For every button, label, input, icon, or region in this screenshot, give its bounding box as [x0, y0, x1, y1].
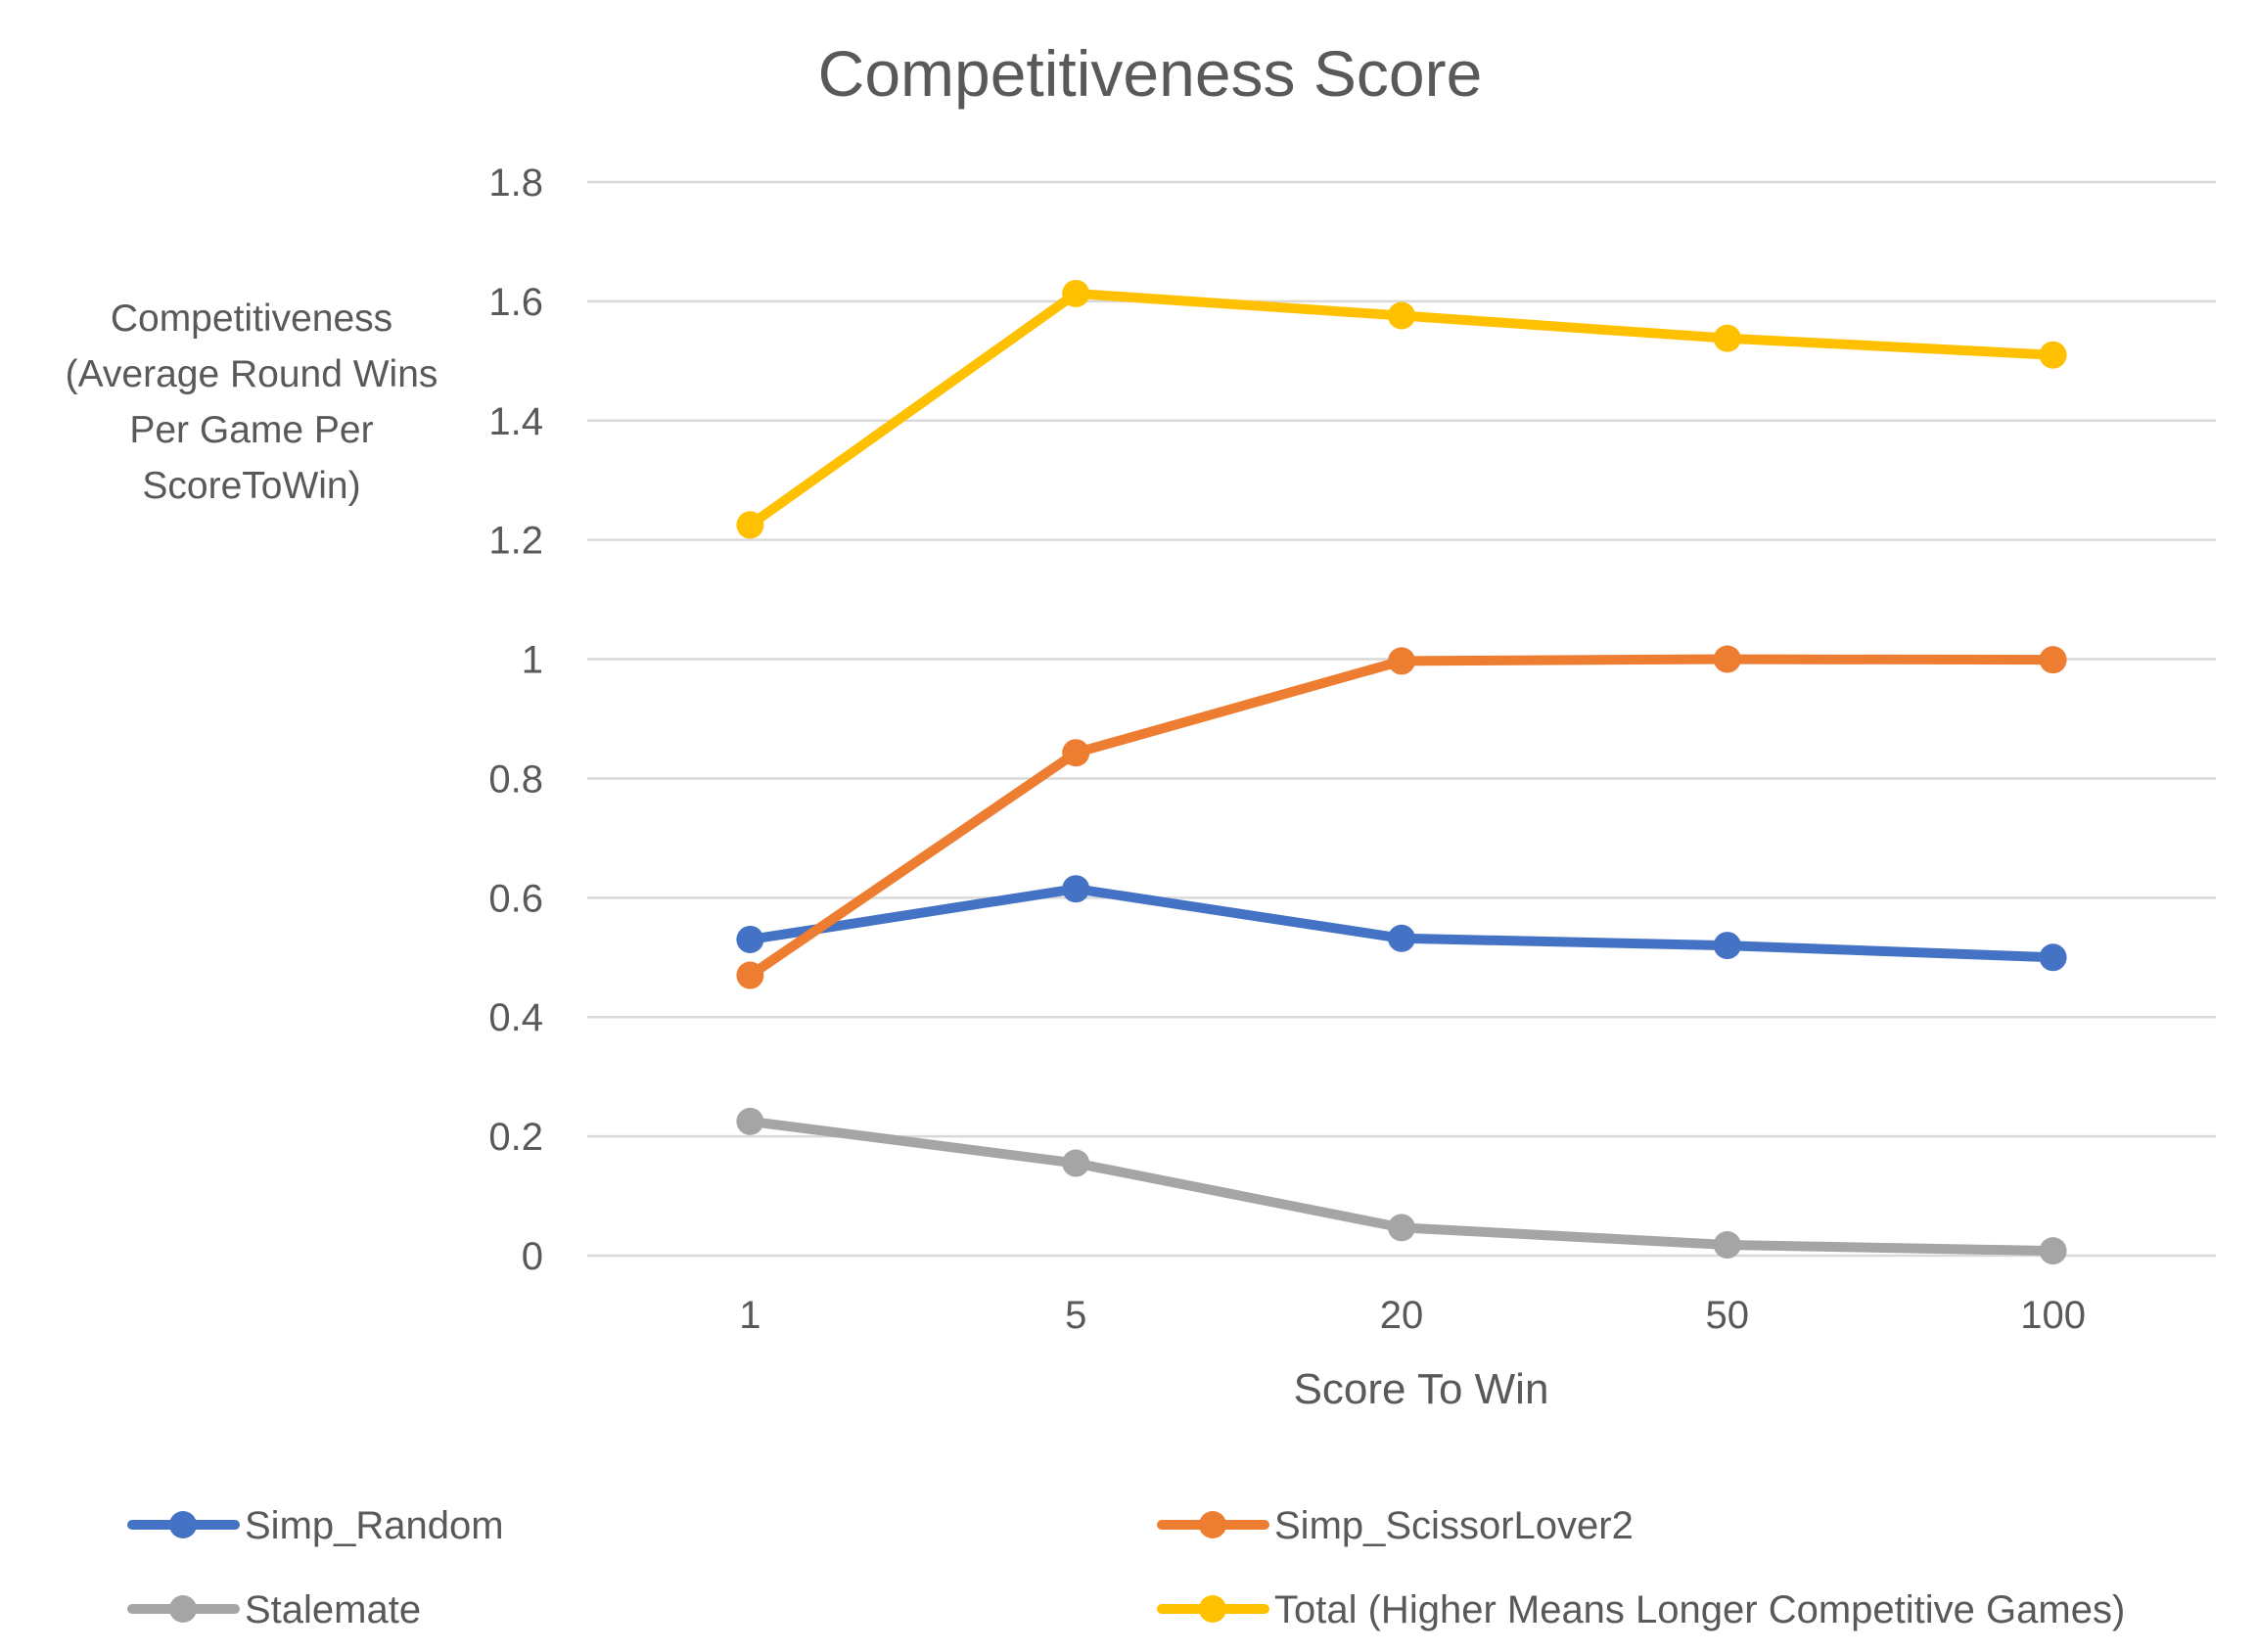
y-tick-label: 0.4 — [488, 996, 543, 1039]
legend-marker — [169, 1595, 197, 1623]
data-point — [2039, 646, 2067, 674]
data-point — [1713, 1231, 1741, 1260]
y-tick-label: 1.4 — [488, 400, 543, 443]
series-lines — [736, 279, 2067, 1265]
y-axis-title: Competitiveness (Average Round Wins Per Ga… — [66, 298, 438, 507]
legend-item: Total (Higher Means Longer Competitive G… — [1157, 1588, 2125, 1631]
legend-item: Simp_Random — [127, 1504, 504, 1547]
y-axis-title-line: (Average Round Wins — [66, 353, 438, 395]
y-axis-title-line: Competitiveness — [111, 298, 392, 340]
y-axis-title-line: Per Game Per — [129, 409, 373, 451]
y-tick-label: 1.6 — [488, 281, 543, 324]
legend: Simp_Random Simp_ScissorLover2 Stalemate To… — [127, 1504, 2125, 1631]
y-tick-label: 1.8 — [488, 161, 543, 205]
data-point — [1062, 875, 1090, 903]
data-point — [2039, 943, 2067, 972]
series-3 — [736, 279, 2067, 539]
series-0 — [736, 875, 2067, 972]
data-point — [2039, 1237, 2067, 1265]
legend-marker — [169, 1511, 197, 1538]
y-tick-label: 0.8 — [488, 757, 543, 801]
x-tick-label: 50 — [1706, 1294, 1750, 1337]
legend-label: Total (Higher Means Longer Competitive G… — [1274, 1588, 2125, 1631]
x-tick-label: 20 — [1380, 1294, 1424, 1337]
data-point — [1713, 932, 1741, 960]
x-tick-label: 100 — [2020, 1294, 2086, 1337]
data-point — [2039, 341, 2067, 369]
legend-label: Stalemate — [245, 1588, 421, 1631]
x-tick-label: 1 — [739, 1294, 760, 1337]
legend-marker — [1199, 1595, 1226, 1623]
data-point — [1388, 1214, 1415, 1242]
data-point — [736, 961, 764, 989]
data-point — [1713, 324, 1741, 352]
data-point — [736, 925, 764, 953]
y-tick-label: 1.2 — [488, 520, 543, 563]
series-2 — [736, 1107, 2067, 1265]
legend-label: Simp_ScissorLover2 — [1274, 1504, 1634, 1547]
x-axis-title: Score To Win — [1294, 1365, 1549, 1413]
data-point — [736, 511, 764, 539]
data-point — [1062, 1149, 1090, 1177]
chart-title: Competitiveness Score — [818, 37, 1483, 110]
legend-marker — [1199, 1511, 1226, 1538]
y-tick-label: 0 — [522, 1235, 543, 1278]
data-point — [1713, 645, 1741, 673]
x-tick-label: 5 — [1065, 1294, 1086, 1337]
data-point — [1388, 924, 1415, 952]
legend-item: Simp_ScissorLover2 — [1157, 1504, 1634, 1547]
y-tick-label: 0.6 — [488, 877, 543, 920]
data-point — [736, 1107, 764, 1135]
y-axis-title-line: ScoreToWin) — [142, 465, 360, 507]
y-tick-label: 1 — [522, 639, 543, 682]
legend-label: Simp_Random — [245, 1504, 504, 1547]
y-tick-label: 0.2 — [488, 1116, 543, 1159]
legend-item: Stalemate — [127, 1588, 421, 1631]
y-tick-labels: 0 0.2 0.4 0.6 0.8 1 1.2 1.4 1.6 1.8 — [488, 161, 543, 1278]
data-point — [1388, 301, 1415, 330]
series-1 — [736, 645, 2067, 989]
gridlines — [587, 180, 2216, 1258]
data-point — [1388, 647, 1415, 675]
data-point — [1062, 739, 1090, 767]
x-tick-labels: 1 5 20 50 100 — [739, 1294, 2086, 1337]
data-point — [1062, 279, 1090, 307]
